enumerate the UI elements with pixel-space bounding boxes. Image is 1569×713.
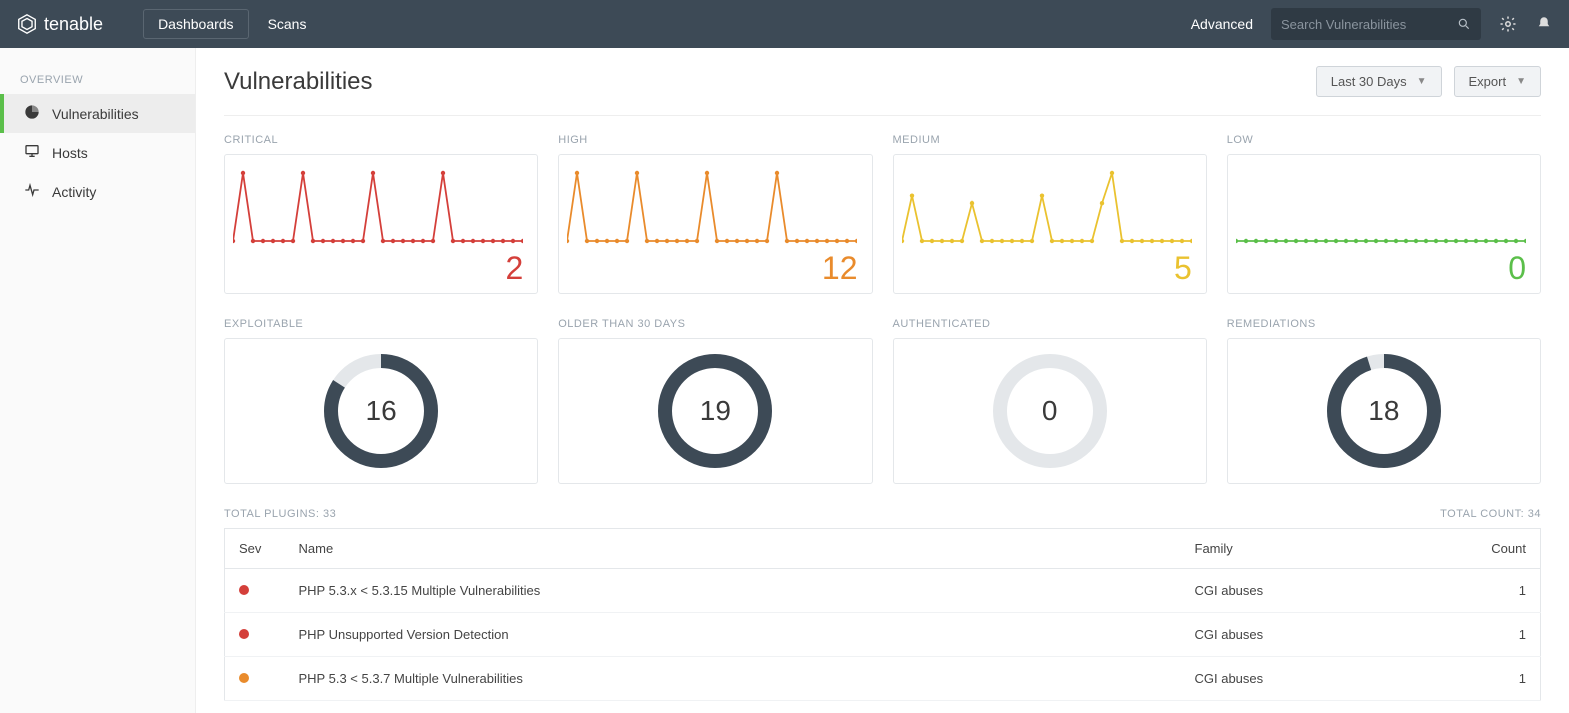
- card-label-remediations: Remediations: [1227, 318, 1541, 330]
- bell-icon[interactable]: [1535, 15, 1553, 33]
- monitor-icon: [24, 143, 40, 162]
- severity-card-critical[interactable]: 2: [224, 154, 538, 294]
- table-summary: Total Plugins: 33 Total Count: 34: [224, 508, 1541, 520]
- severity-value-critical: 2: [505, 250, 523, 287]
- brand-logo[interactable]: tenable: [16, 13, 103, 35]
- table-row[interactable]: PHP 5.3 < 5.3.7 Multiple Vulnerabilities…: [225, 657, 1541, 701]
- topnav-right: Advanced: [1191, 8, 1553, 40]
- sidebar: Overview Vulnerabilities Hosts Activity: [0, 48, 196, 713]
- cell-sev: [225, 569, 285, 613]
- date-range-button[interactable]: Last 30 Days ▼: [1316, 66, 1442, 97]
- severity-card-medium[interactable]: 5: [893, 154, 1207, 294]
- severity-dot-icon: [239, 629, 249, 639]
- card-label-medium: Medium: [893, 134, 1207, 146]
- nav-scans[interactable]: Scans: [253, 9, 322, 39]
- sidebar-item-activity[interactable]: Activity: [0, 172, 195, 211]
- total-plugins: Total Plugins: 33: [224, 508, 336, 520]
- brand-name: tenable: [44, 14, 103, 35]
- cell-family: CGI abuses: [1181, 657, 1461, 701]
- donut-cards: Exploitable 16 Older Than 30 Days 19 Authent…: [224, 318, 1541, 484]
- cell-name: PHP 5.3 < 5.3.7 Multiple Vulnerabilities: [285, 657, 1181, 701]
- severity-value-high: 12: [822, 250, 858, 287]
- donut-value-older-than-30-days: 19: [655, 351, 775, 471]
- sidebar-item-hosts[interactable]: Hosts: [0, 133, 195, 172]
- nav-links: Dashboards Scans: [143, 9, 321, 39]
- table-row[interactable]: PHP 5.3.x < 5.3.15 Multiple Vulnerabilit…: [225, 569, 1541, 613]
- gear-icon[interactable]: [1499, 15, 1517, 33]
- severity-dot-icon: [239, 673, 249, 683]
- top-nav: tenable Dashboards Scans Advanced: [0, 0, 1569, 48]
- cell-count: 1: [1461, 657, 1541, 701]
- search-box[interactable]: [1271, 8, 1481, 40]
- col-count[interactable]: Count: [1461, 529, 1541, 569]
- total-count-value: 34: [1528, 508, 1541, 520]
- col-name[interactable]: Name: [285, 529, 1181, 569]
- nav-dashboards[interactable]: Dashboards: [143, 9, 249, 39]
- donut-card-older-than-30-days[interactable]: 19: [558, 338, 872, 484]
- sidebar-item-label: Activity: [52, 184, 96, 200]
- sidebar-section-overview: Overview: [0, 66, 195, 94]
- total-plugins-value: 33: [323, 508, 336, 520]
- cell-family: CGI abuses: [1181, 569, 1461, 613]
- date-range-label: Last 30 Days: [1331, 74, 1407, 89]
- total-count: Total Count: 34: [1440, 508, 1541, 520]
- severity-value-low: 0: [1508, 250, 1526, 287]
- card-label-critical: Critical: [224, 134, 538, 146]
- cell-count: 1: [1461, 569, 1541, 613]
- card-label-high: High: [558, 134, 872, 146]
- search-icon: [1457, 16, 1471, 32]
- export-button[interactable]: Export ▼: [1454, 66, 1541, 97]
- col-sev[interactable]: Sev: [225, 529, 285, 569]
- chevron-down-icon: ▼: [1516, 76, 1526, 87]
- donut-value-remediations: 18: [1324, 351, 1444, 471]
- donut-card-remediations[interactable]: 18: [1227, 338, 1541, 484]
- severity-value-medium: 5: [1174, 250, 1192, 287]
- severity-cards: Critical 2 High 12 Medium 5 Low 0: [224, 134, 1541, 294]
- chevron-down-icon: ▼: [1417, 76, 1427, 87]
- card-label-older-than-30-days: Older Than 30 Days: [558, 318, 872, 330]
- severity-dot-icon: [239, 585, 249, 595]
- sidebar-item-vulnerabilities[interactable]: Vulnerabilities: [0, 94, 195, 133]
- cell-sev: [225, 657, 285, 701]
- severity-card-high[interactable]: 12: [558, 154, 872, 294]
- header-buttons: Last 30 Days ▼ Export ▼: [1316, 66, 1541, 97]
- card-label-authenticated: Authenticated: [893, 318, 1207, 330]
- cell-count: 1: [1461, 613, 1541, 657]
- export-label: Export: [1469, 74, 1507, 89]
- page-header: Vulnerabilities Last 30 Days ▼ Export ▼: [224, 66, 1541, 116]
- donut-value-exploitable: 16: [321, 351, 441, 471]
- total-count-label: Total Count:: [1440, 508, 1524, 520]
- card-label-exploitable: Exploitable: [224, 318, 538, 330]
- sidebar-item-label: Hosts: [52, 145, 88, 161]
- card-label-low: Low: [1227, 134, 1541, 146]
- table-row[interactable]: PHP Unsupported Version DetectionCGI abu…: [225, 613, 1541, 657]
- pie-icon: [24, 104, 40, 123]
- table-header-row: Sev Name Family Count: [225, 529, 1541, 569]
- donut-value-authenticated: 0: [990, 351, 1110, 471]
- cell-name: PHP Unsupported Version Detection: [285, 613, 1181, 657]
- tenable-logo-icon: [16, 13, 38, 35]
- page-title: Vulnerabilities: [224, 68, 373, 96]
- donut-card-authenticated[interactable]: 0: [893, 338, 1207, 484]
- cell-family: CGI abuses: [1181, 613, 1461, 657]
- col-family[interactable]: Family: [1181, 529, 1461, 569]
- search-input[interactable]: [1281, 17, 1457, 32]
- cell-sev: [225, 613, 285, 657]
- nav-advanced[interactable]: Advanced: [1191, 16, 1253, 32]
- pulse-icon: [24, 182, 40, 201]
- sidebar-item-label: Vulnerabilities: [52, 106, 139, 122]
- vulnerabilities-table: Sev Name Family Count PHP 5.3.x < 5.3.15…: [224, 528, 1541, 701]
- severity-card-low[interactable]: 0: [1227, 154, 1541, 294]
- donut-card-exploitable[interactable]: 16: [224, 338, 538, 484]
- cell-name: PHP 5.3.x < 5.3.15 Multiple Vulnerabilit…: [285, 569, 1181, 613]
- main-content: Vulnerabilities Last 30 Days ▼ Export ▼ …: [196, 48, 1569, 713]
- total-plugins-label: Total Plugins:: [224, 508, 319, 520]
